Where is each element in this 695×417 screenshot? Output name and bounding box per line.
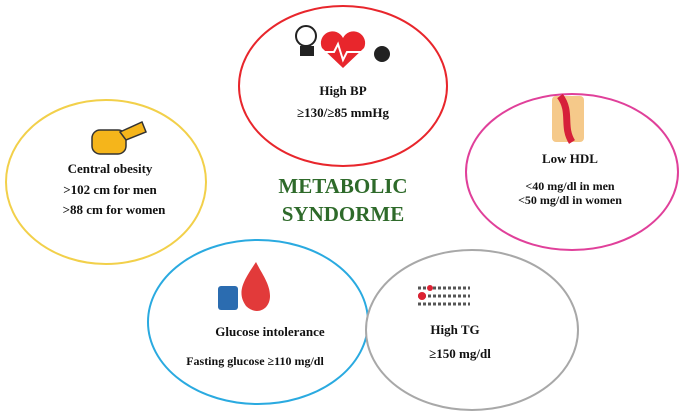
hdl-ellipse: [465, 93, 679, 251]
glucose-icon: [218, 262, 270, 311]
node-label: Low HDL: [542, 151, 598, 166]
node-label: High TG: [430, 322, 479, 337]
node-criterion: >102 cm for men: [63, 182, 157, 197]
tape-icon: [91, 120, 147, 155]
title-line: METABOLIC: [278, 174, 407, 198]
high-bp-ellipse: [238, 5, 448, 167]
node-label: Glucose intolerance: [215, 324, 325, 339]
node-criterion: <50 mg/dl in women: [518, 193, 622, 207]
glucose-ellipse: [147, 239, 369, 405]
tg-icon: [418, 285, 470, 306]
title-line: SYNDORME: [282, 202, 405, 226]
tg-ellipse: [365, 249, 579, 411]
node-criterion: ≥150 mg/dl: [429, 346, 491, 361]
node-criterion: ≥130/≥85 mmHg: [297, 105, 389, 120]
bp-icon: [295, 25, 390, 68]
node-label: Central obesity: [68, 161, 153, 176]
node-criterion: >88 cm for women: [63, 202, 167, 217]
obesity-ellipse: [5, 99, 207, 265]
node-criterion: <40 mg/dl in men: [525, 179, 615, 193]
artery-icon: [552, 93, 584, 144]
node-label: High BP: [319, 83, 366, 98]
node-criterion: Fasting glucose ≥110 mg/dl: [186, 354, 324, 368]
